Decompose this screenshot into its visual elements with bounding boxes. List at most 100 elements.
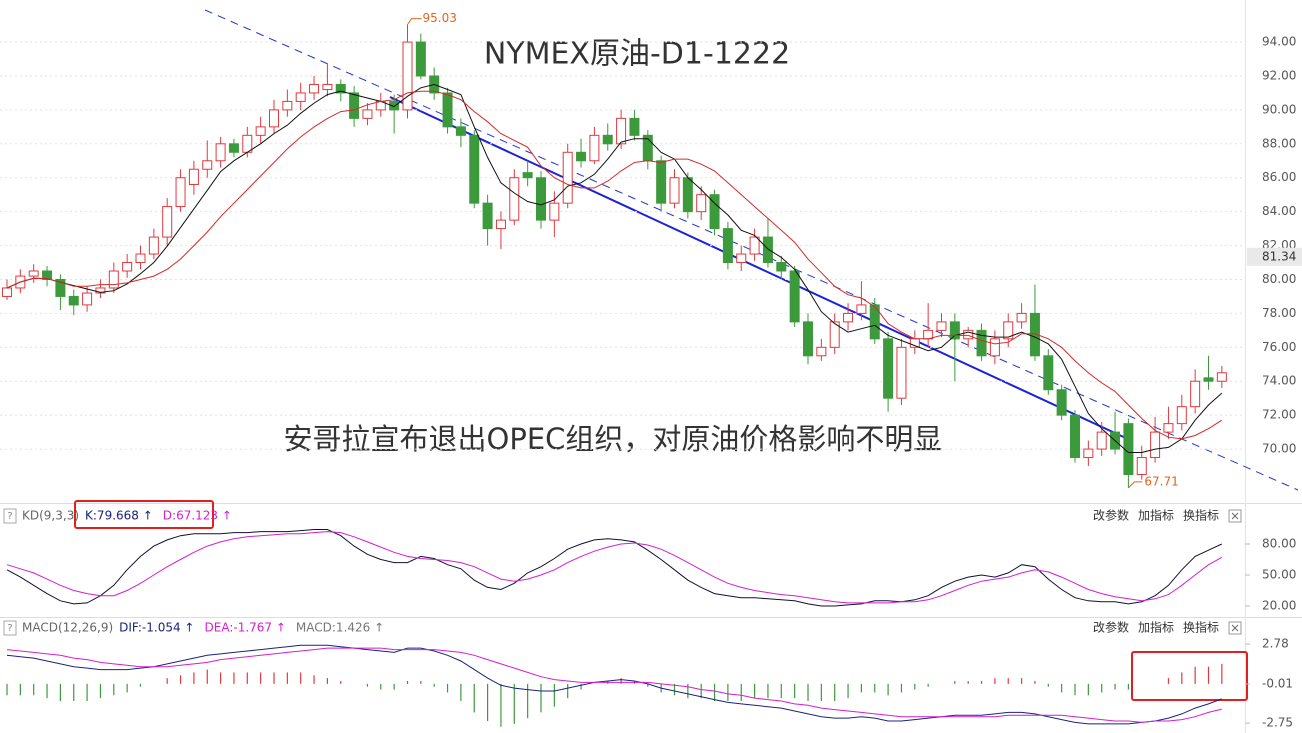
help-icon <box>3 508 17 524</box>
panel-button[interactable]: 换指标 <box>1183 620 1219 635</box>
candle-body <box>349 92 360 119</box>
candle-body <box>1096 431 1107 450</box>
candle-body <box>709 194 720 230</box>
candle-body <box>1176 406 1187 425</box>
candle-body <box>562 151 573 204</box>
candle-body <box>362 109 373 119</box>
candle-body <box>122 262 133 272</box>
candle-body <box>976 329 987 357</box>
candle-body <box>309 83 320 94</box>
close-icon <box>1231 512 1239 520</box>
candle-body <box>442 92 453 128</box>
readout: DEA:-1.767 ↑ <box>205 621 286 635</box>
candle-body <box>455 126 466 136</box>
candle-body <box>335 83 346 94</box>
candle-body <box>589 134 600 162</box>
candle-body <box>135 253 146 264</box>
panel-button[interactable]: 改参数 <box>1093 508 1129 523</box>
candle-body <box>803 321 813 357</box>
candle-body <box>1136 457 1147 476</box>
candle-body <box>602 134 613 145</box>
candle-body <box>1083 448 1094 459</box>
candle-body <box>95 287 106 294</box>
candle-body <box>162 206 173 238</box>
candle-body <box>255 126 266 136</box>
panel-button[interactable]: 换指标 <box>1183 508 1219 523</box>
candle-body <box>883 338 894 399</box>
candle-body <box>843 312 854 323</box>
candle-body <box>269 109 279 128</box>
low-label: 67.71 <box>1144 474 1178 488</box>
candle-body <box>1203 377 1214 382</box>
candle-body <box>722 228 733 264</box>
panel-button[interactable]: 加指标 <box>1138 508 1174 523</box>
candle-body <box>869 304 880 340</box>
candle-body <box>322 83 333 91</box>
candle-body <box>1003 321 1014 340</box>
annotation: 安哥拉宣布退出OPEC组织，对原油价格影响不明显 <box>284 422 943 456</box>
y-tick-label: 92.00 <box>1262 68 1296 82</box>
candle-body <box>2 287 12 297</box>
y-tick-label: 80.00 <box>1262 537 1296 551</box>
candle-body <box>108 270 119 289</box>
candle-body <box>1029 312 1040 357</box>
indicator-label: KD(9,3,3) <box>22 509 79 523</box>
candle-body <box>522 172 533 179</box>
moving-average <box>6 83 1223 453</box>
candle-body <box>656 160 667 204</box>
candle-body <box>389 100 400 111</box>
candle-body <box>215 143 226 162</box>
y-tick-label: 74.00 <box>1262 374 1296 388</box>
y-tick-label: 88.00 <box>1262 136 1296 150</box>
panel-button[interactable]: 改参数 <box>1093 620 1129 635</box>
candle-body <box>1163 423 1174 433</box>
candle-body <box>576 151 587 162</box>
y-tick-label: 86.00 <box>1262 170 1296 184</box>
candle-body <box>148 236 159 255</box>
trend-line <box>389 96 1131 441</box>
moving-average <box>6 90 1223 440</box>
candle-body <box>1056 389 1067 416</box>
candle-body <box>989 338 1000 357</box>
y-tick-label: 72.00 <box>1262 408 1296 422</box>
y-tick-label: 78.00 <box>1262 306 1296 320</box>
y-tick-label: 2.78 <box>1262 637 1289 651</box>
candle-body <box>816 346 827 357</box>
candle-body <box>762 236 773 264</box>
candle-body <box>696 194 707 213</box>
candle-body <box>1216 372 1227 382</box>
label-pointer <box>407 18 422 25</box>
y-tick-label: -0.01 <box>1262 677 1293 691</box>
y-tick-label: 80.00 <box>1262 272 1296 286</box>
candle-body <box>736 253 747 264</box>
candle-body <box>175 177 186 208</box>
candle-body <box>68 295 79 306</box>
indicator-label: MACD(12,26,9) <box>22 621 113 635</box>
y-tick-label: 70.00 <box>1262 442 1296 456</box>
highlight-box <box>74 500 214 529</box>
candle-body <box>949 321 960 340</box>
candle-body <box>829 321 840 348</box>
help-icon <box>3 620 17 636</box>
candle-body <box>963 329 974 340</box>
candle-body <box>856 304 867 314</box>
candle-body <box>789 270 800 323</box>
readout: D:67.123 ↑ <box>163 509 232 523</box>
candle-body <box>402 41 413 111</box>
candle-body <box>202 160 213 170</box>
candle-body <box>188 168 199 186</box>
candle-body <box>295 92 306 102</box>
candle-body <box>1190 380 1201 408</box>
last-price-box <box>1247 247 1302 266</box>
help-icon-text: ? <box>7 623 12 634</box>
last-price-label: 81.34 <box>1262 249 1296 263</box>
trend-line-dashed <box>204 9 1299 491</box>
highlight-box <box>1131 651 1248 701</box>
candle-body <box>42 270 53 280</box>
panel-button[interactable]: 加指标 <box>1138 620 1174 635</box>
indicator-line <box>6 644 1222 725</box>
y-tick-label: 90.00 <box>1262 102 1296 116</box>
y-tick-label: 94.00 <box>1262 35 1296 49</box>
